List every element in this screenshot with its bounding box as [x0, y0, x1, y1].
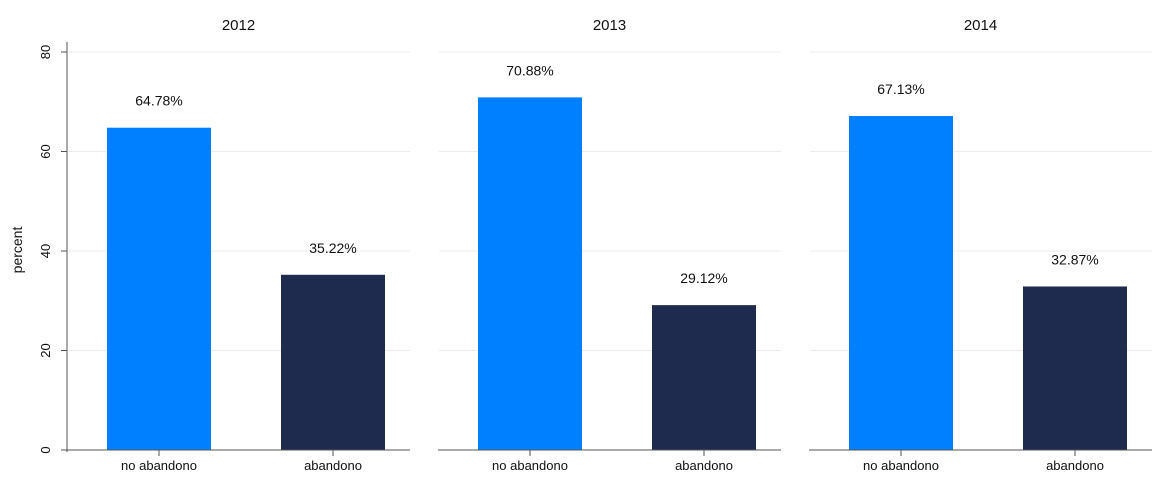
y-axis-label: percent [9, 227, 25, 274]
bar [652, 305, 756, 450]
data-label: 64.78% [135, 93, 182, 109]
x-tick-label: abandono [304, 458, 362, 472]
bar [107, 127, 211, 451]
x-tick-label: abandono [675, 458, 733, 472]
y-tick-label: 60 [38, 144, 53, 158]
data-label: 70.88% [506, 62, 553, 78]
x-tick-label: no abandono [492, 458, 568, 472]
bar [849, 116, 953, 450]
y-tick-label: 20 [38, 343, 53, 357]
panel-title: 2014 [964, 17, 997, 34]
panel-title: 2012 [222, 17, 255, 34]
y-tick-label: 80 [38, 45, 53, 59]
bar [478, 97, 582, 450]
data-label: 67.13% [877, 81, 924, 97]
data-label: 29.12% [680, 270, 727, 286]
x-tick-label: no abandono [121, 458, 197, 472]
y-tick-label: 40 [38, 244, 53, 258]
y-tick-label: 0 [38, 446, 53, 453]
x-tick-label: abandono [1046, 458, 1104, 472]
bar [1023, 286, 1127, 450]
data-label: 35.22% [309, 240, 356, 256]
bar [281, 274, 385, 450]
panel-title: 2013 [593, 17, 626, 34]
x-tick-label: no abandono [863, 458, 939, 472]
data-label: 32.87% [1051, 251, 1098, 267]
